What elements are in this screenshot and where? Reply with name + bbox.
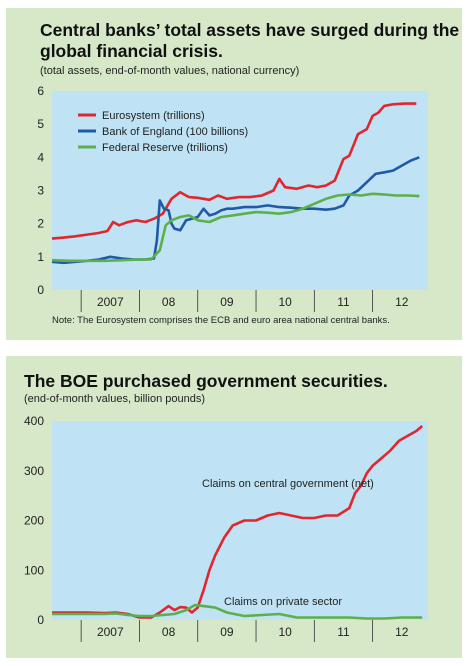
y-tick-label: 0 xyxy=(37,283,44,297)
series-annotation: Claims on private sector xyxy=(224,596,342,608)
x-tick-label: 11 xyxy=(337,295,350,309)
chart-panel-2: The BOE purchased government securities.… xyxy=(6,356,462,658)
plot-area xyxy=(52,421,428,620)
y-tick-label: 1 xyxy=(37,250,44,264)
y-tick-label: 5 xyxy=(37,117,44,131)
series-line-claims-on-central-government-net xyxy=(52,425,424,619)
x-tick-label: 10 xyxy=(278,625,292,639)
y-tick-label: 6 xyxy=(37,84,44,98)
chart-2-subtitle: (end-of-month values, billion pounds) xyxy=(24,393,205,405)
y-tick-label: 400 xyxy=(24,414,44,428)
chart-1-note: Note: The Eurosystem comprises the ECB a… xyxy=(52,315,390,326)
chart-2-svg: 0 100 200 300 400 2007 08 09 10 11 12 Claims on cen… xyxy=(24,414,428,642)
series-annotation: Claims on central government (net) xyxy=(202,478,374,490)
x-tick-label: 08 xyxy=(162,625,176,639)
x-tick-label: 11 xyxy=(337,625,350,639)
y-tick-label: 0 xyxy=(37,613,44,627)
x-tick-label: 2007 xyxy=(97,625,124,639)
x-tick-label: 08 xyxy=(162,295,176,309)
chart-2-title: The BOE purchased government securities. xyxy=(24,371,388,391)
chart-1-subtitle: (total assets, end-of-month values, nati… xyxy=(40,65,300,77)
legend-label: Eurosystem (trillions) xyxy=(102,110,205,122)
chart-panel-1: Central banks’ total assets have surged … xyxy=(6,8,462,340)
y-tick-label: 200 xyxy=(24,514,44,528)
x-tick-label: 09 xyxy=(220,625,234,639)
y-tick-label: 3 xyxy=(37,184,44,198)
y-tick-label: 100 xyxy=(24,563,44,577)
x-tick-label: 09 xyxy=(220,295,234,309)
series-line-federal-reserve-trillions xyxy=(51,192,420,263)
series-line-claims-on-private-sector xyxy=(52,603,423,620)
chart-1-title: Central banks’ total assets have surged … xyxy=(40,20,460,61)
x-tick-label: 10 xyxy=(278,295,292,309)
series-line-eurosystem-trillions xyxy=(51,102,417,240)
legend-label: Bank of England (100 billions) xyxy=(102,126,248,138)
x-tick-label: 12 xyxy=(395,295,409,309)
x-tick-label: 2007 xyxy=(97,295,124,309)
y-tick-label: 2 xyxy=(37,217,44,231)
y-tick-label: 4 xyxy=(37,150,44,164)
y-tick-label: 300 xyxy=(24,464,44,478)
legend-label: Federal Reserve (trillions) xyxy=(102,142,228,154)
x-tick-label: 12 xyxy=(395,625,409,639)
